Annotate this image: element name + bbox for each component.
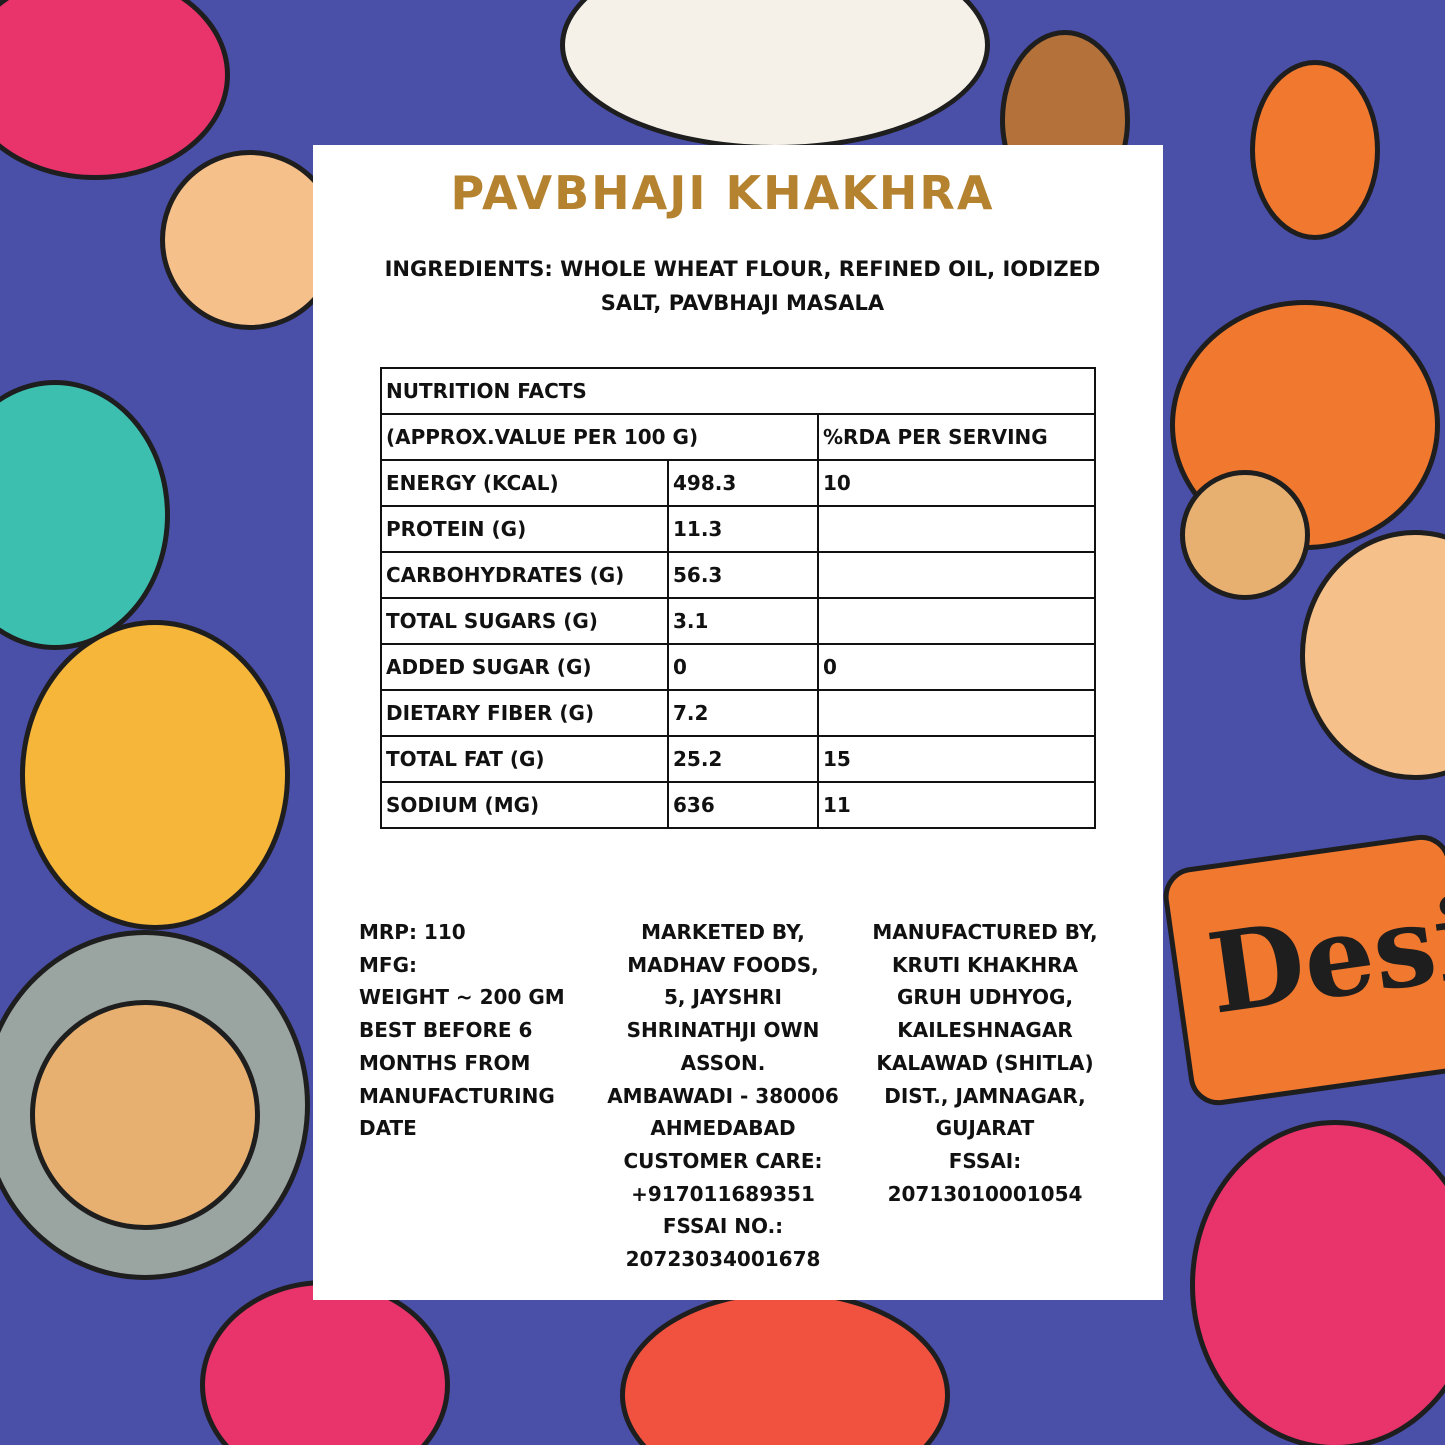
manufactured-line: 20713010001054 xyxy=(887,1181,1083,1206)
table-row: PROTEIN (G) 11.3 xyxy=(380,505,1096,553)
info-line: MFG: xyxy=(359,952,417,977)
manufactured-line: KALAWAD (SHITLA) xyxy=(876,1050,1094,1075)
manufactured-line: MANUFACTURED BY, xyxy=(872,920,1098,944)
nutrient-value: 3.1 xyxy=(667,597,819,645)
manufactured-line: DIST., JAMNAGAR, xyxy=(884,1083,1086,1108)
table-row: CARBOHYDRATES (G) 56.3 xyxy=(380,551,1096,599)
nutrient-value: 0 xyxy=(667,643,819,691)
nutrient-value: 56.3 xyxy=(667,551,819,599)
nutrient-value: 498.3 xyxy=(667,459,819,507)
nutrient-rda xyxy=(817,689,1096,737)
nutrient-name: TOTAL FAT (G) xyxy=(380,735,669,783)
nutrient-rda xyxy=(817,505,1096,553)
marketed-line: MARKETED BY, xyxy=(641,920,805,944)
manufactured-line: KRUTI KHAKHRA xyxy=(891,952,1078,977)
info-line: WEIGHT ~ 200 GM xyxy=(359,985,565,1010)
marketed-line: MADHAV FOODS, xyxy=(627,952,819,977)
rda-header: %RDA PER SERVING xyxy=(817,413,1096,461)
nutrient-rda: 11 xyxy=(817,781,1096,829)
nutrition-table: NUTRITION FACTS (APPROX.VALUE PER 100 G)… xyxy=(380,367,1096,829)
nutrient-name: PROTEIN (G) xyxy=(380,505,669,553)
manufactured-line: GUJARAT xyxy=(935,1116,1035,1141)
table-row: ADDED SUGAR (G) 0 0 xyxy=(380,643,1096,691)
marketed-line: +917011689351 xyxy=(631,1181,815,1206)
table-row: NUTRITION FACTS xyxy=(380,367,1096,415)
marketed-line: AHMEDABAD xyxy=(650,1116,796,1141)
info-line: BEST BEFORE 6 xyxy=(359,1018,533,1043)
info-line: MONTHS FROM xyxy=(359,1050,531,1075)
table-row: (APPROX.VALUE PER 100 G) %RDA PER SERVIN… xyxy=(380,413,1096,461)
manufactured-line: KAILESHNAGAR xyxy=(897,1018,1073,1043)
desi-badge-text: Desi xyxy=(1200,873,1445,1039)
ingredients: INGREDIENTS: WHOLE WHEAT FLOUR, REFINED … xyxy=(355,252,1130,320)
product-title: PAVBHAJI KHAKHRA xyxy=(450,166,995,220)
nutrient-value: 636 xyxy=(667,781,819,829)
table-row: SODIUM (MG) 636 11 xyxy=(380,781,1096,829)
nutrient-name: ADDED SUGAR (G) xyxy=(380,643,669,691)
nutrition-heading: NUTRITION FACTS xyxy=(380,367,1096,415)
marketed-line: 5, JAYSHRI xyxy=(664,985,782,1010)
marketed-line: 20723034001678 xyxy=(625,1247,821,1272)
nutrient-value: 7.2 xyxy=(667,689,819,737)
nutrient-name: ENERGY (KCAL) xyxy=(380,459,669,507)
nutrient-value: 25.2 xyxy=(667,735,819,783)
ingredients-line: INGREDIENTS: WHOLE WHEAT FLOUR, REFINED … xyxy=(384,257,1101,281)
marketed-line: AMBAWADI - 380006 xyxy=(607,1083,839,1108)
nutrient-rda xyxy=(817,597,1096,645)
table-row: DIETARY FIBER (G) 7.2 xyxy=(380,689,1096,737)
nutrient-rda: 0 xyxy=(817,643,1096,691)
nutrient-rda: 10 xyxy=(817,459,1096,507)
marketed-line: SHRINATHJI OWN xyxy=(626,1018,820,1043)
info-line: MANUFACTURING xyxy=(359,1083,555,1108)
nutrient-name: DIETARY FIBER (G) xyxy=(380,689,669,737)
info-line: DATE xyxy=(359,1116,417,1141)
product-info: MRP: 110 MFG: WEIGHT ~ 200 GM BEST BEFORE 6… xyxy=(359,916,565,1145)
table-row: TOTAL FAT (G) 25.2 15 xyxy=(380,735,1096,783)
marketed-line: FSSAI NO.: xyxy=(662,1214,784,1239)
basis-header: (APPROX.VALUE PER 100 G) xyxy=(380,413,819,461)
marketed-line: CUSTOMER CARE: xyxy=(623,1148,823,1173)
manufactured-by: MANUFACTURED BY, KRUTI KHAKHRA GRUH UDHYOG… xyxy=(860,916,1110,1210)
manufactured-line: FSSAI: xyxy=(948,1148,1022,1173)
manufactured-line: GRUH UDHYOG, xyxy=(896,985,1074,1010)
nutrient-name: CARBOHYDRATES (G) xyxy=(380,551,669,599)
marketed-line: ASSON. xyxy=(680,1050,766,1075)
nutrient-rda: 15 xyxy=(817,735,1096,783)
nutrient-rda xyxy=(817,551,1096,599)
desi-badge: Desi xyxy=(1159,830,1445,1110)
nutrient-value: 11.3 xyxy=(667,505,819,553)
marketed-by: MARKETED BY, MADHAV FOODS, 5, JAYSHRI SHRIN… xyxy=(598,916,848,1276)
table-row: TOTAL SUGARS (G) 3.1 xyxy=(380,597,1096,645)
info-line: MRP: 110 xyxy=(359,920,466,944)
table-row: ENERGY (KCAL) 498.3 10 xyxy=(380,459,1096,507)
nutrient-name: TOTAL SUGARS (G) xyxy=(380,597,669,645)
nutrient-name: SODIUM (MG) xyxy=(380,781,669,829)
ingredients-line: SALT, PAVBHAJI MASALA xyxy=(600,291,885,315)
